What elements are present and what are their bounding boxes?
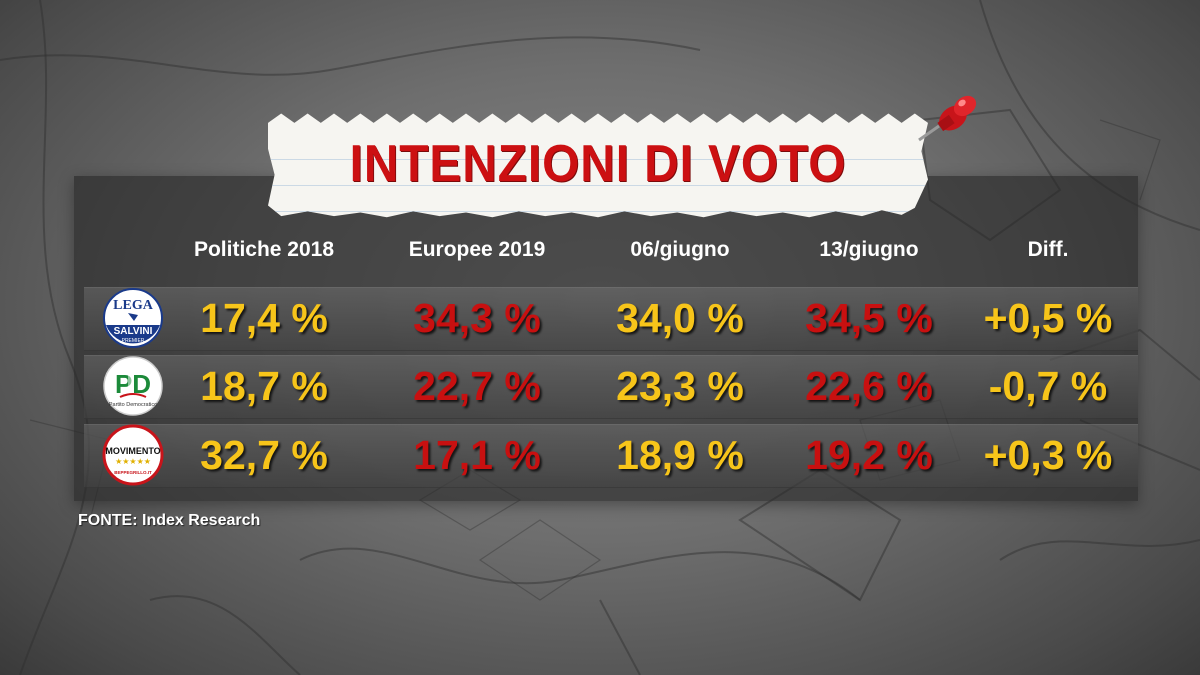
cell-m5s-06-giugno: 18,9 % <box>616 432 744 478</box>
logo-m5s-text: MOVIMENTO <box>105 446 160 456</box>
cell-m5s-diff: +0,3 % <box>983 432 1113 478</box>
pushpin-icon <box>918 95 977 142</box>
cell-pd-13-giugno: 22,6 % <box>805 363 933 409</box>
column-header-politiche-2018: Politiche 2018 <box>193 238 335 261</box>
cell-lega-politiche-2018: 17,4 % <box>200 295 328 341</box>
table-panel <box>74 176 1138 501</box>
logo-pd-subtext: Partito Democratico <box>109 402 157 408</box>
column-header-diff: Diff. <box>1027 238 1069 261</box>
cell-pd-politiche-2018: 18,7 % <box>200 363 328 409</box>
table-row <box>84 287 1138 351</box>
logo-m5s-subtext: BEPPEGRILLO.IT <box>114 470 152 475</box>
table-row <box>84 355 1138 419</box>
cell-m5s-politiche-2018: 32,7 % <box>200 432 328 478</box>
cell-lega-diff: +0,5 % <box>983 295 1113 341</box>
logo-m5s-stars: ★★★★★ <box>115 457 151 466</box>
cell-m5s-europee-2019: 17,1 % <box>413 432 541 478</box>
cell-lega-europee-2019: 34,3 % <box>413 295 541 341</box>
logo-premier-text: PREMIER <box>122 338 145 344</box>
cell-lega-13-giugno: 34,5 % <box>805 295 933 341</box>
lega-salvini-logo: LEGA SALVINI PREMIER <box>103 288 163 348</box>
column-header-europee-2019: Europee 2019 <box>408 238 546 261</box>
table-row <box>84 424 1138 488</box>
logo-lega-text: LEGA <box>113 298 154 313</box>
cell-pd-europee-2019: 22,7 % <box>413 363 541 409</box>
column-header-13-giugno: 13/giugno <box>819 238 919 261</box>
title-paper: INTENZIONI DI VOTO <box>268 113 928 218</box>
paper-lines <box>268 134 928 214</box>
page-title: INTENZIONI DI VOTO <box>349 135 847 193</box>
cell-pd-06-giugno: 23,3 % <box>616 363 744 409</box>
movimento-5-stelle-logo: MOVIMENTO ★★★★★ BEPPEGRILLO.IT <box>102 424 164 486</box>
logo-salvini-text: SALVINI <box>114 326 153 337</box>
cell-m5s-13-giugno: 19,2 % <box>805 432 933 478</box>
cell-lega-06-giugno: 34,0 % <box>616 295 744 341</box>
source-note: FONTE: Index Research <box>78 512 261 529</box>
pd-logo: PD Partito Democratico <box>103 356 163 416</box>
column-header-06-giugno: 06/giugno <box>630 238 730 261</box>
cell-pd-diff: -0,7 % <box>988 363 1108 409</box>
